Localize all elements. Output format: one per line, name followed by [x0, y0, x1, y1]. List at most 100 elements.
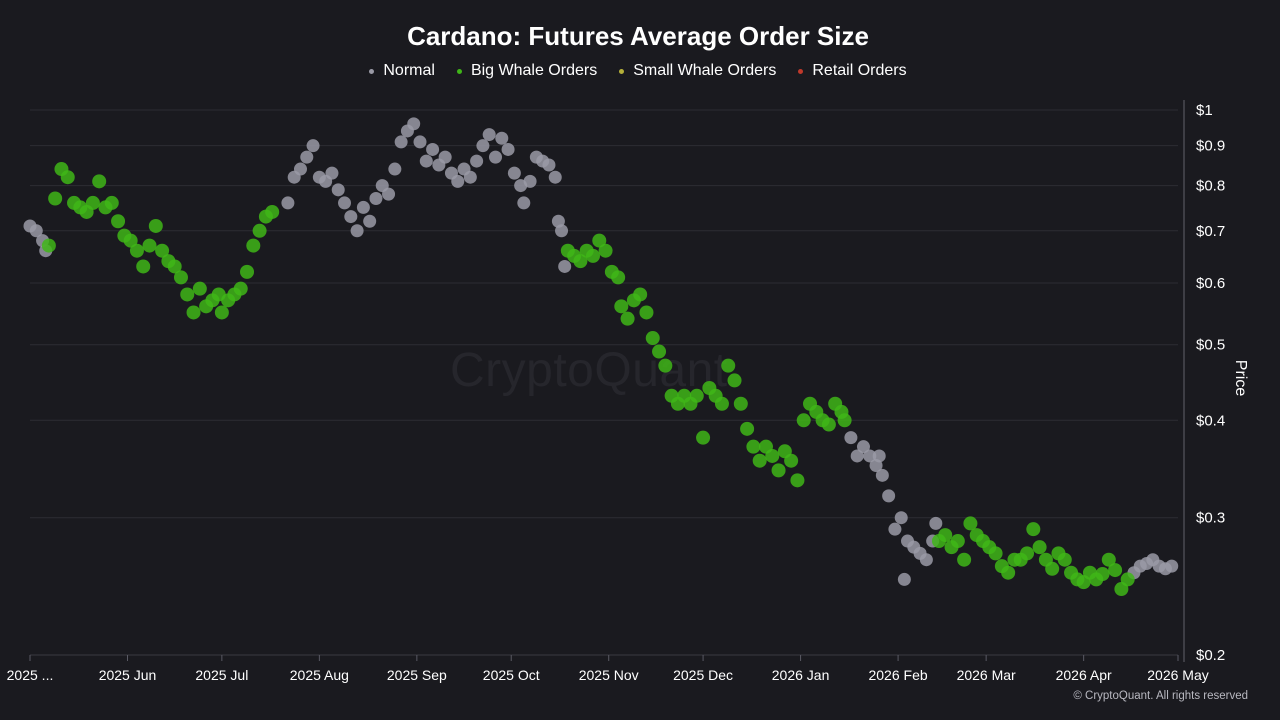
data-point-normal	[548, 170, 562, 184]
x-tick-label: 2025 Aug	[290, 667, 349, 683]
data-point-big-whale-orders	[752, 453, 767, 468]
data-point-normal	[413, 135, 427, 149]
data-point-big-whale-orders	[1095, 567, 1110, 582]
data-point-normal	[882, 489, 896, 503]
data-point-big-whale-orders	[214, 305, 229, 320]
data-point-big-whale-orders	[614, 299, 629, 314]
x-tick-label: 2026 Jan	[772, 667, 830, 683]
data-point-big-whale-orders	[1101, 552, 1116, 567]
data-point-normal	[476, 139, 490, 153]
data-point-big-whale-orders	[148, 218, 163, 233]
data-point-normal	[344, 210, 358, 224]
data-point-normal	[888, 522, 902, 536]
data-point-big-whale-orders	[746, 439, 761, 454]
y-tick-label: $0.3	[1196, 510, 1225, 527]
data-point-big-whale-orders	[142, 238, 157, 253]
legend-dot-small-whale	[619, 68, 625, 74]
data-point-normal	[369, 192, 383, 206]
x-tick-label: 2026 Mar	[957, 667, 1016, 683]
data-point-normal	[501, 142, 515, 156]
data-point-normal	[523, 174, 537, 188]
x-tick-label: 2025 Nov	[579, 667, 639, 683]
legend-item-normal[interactable]: Normal	[369, 62, 435, 80]
legend-item-small-whale[interactable]: Small Whale Orders	[619, 62, 776, 80]
legend-item-big-whale[interactable]: Big Whale Orders	[456, 62, 598, 80]
y-axis-title: Price	[1232, 360, 1249, 397]
data-point-big-whale-orders	[104, 195, 119, 210]
data-point-big-whale-orders	[1057, 552, 1072, 567]
data-point-big-whale-orders	[60, 170, 75, 185]
data-point-normal	[325, 166, 339, 180]
data-point-big-whale-orders	[240, 264, 255, 279]
data-point-big-whale-orders	[155, 243, 170, 258]
data-point-normal	[388, 162, 402, 176]
data-point-normal	[507, 166, 521, 180]
x-tick-label: 2025 Sep	[387, 667, 447, 683]
data-point-big-whale-orders	[186, 305, 201, 320]
data-point-big-whale-orders	[585, 248, 600, 263]
data-point-big-whale-orders	[821, 417, 836, 432]
x-tick-label: 2025 Jul	[195, 667, 248, 683]
data-point-normal	[419, 154, 433, 168]
data-point-big-whale-orders	[180, 287, 195, 302]
legend-label-normal: Normal	[383, 62, 435, 79]
data-point-big-whale-orders	[1001, 565, 1016, 580]
x-tick-label: 2025 ...	[7, 667, 54, 683]
data-point-big-whale-orders	[645, 331, 660, 346]
data-point-normal	[488, 150, 502, 164]
x-tick-label: 2026 Apr	[1056, 667, 1112, 683]
data-point-big-whale-orders	[598, 243, 613, 258]
data-point-big-whale-orders	[48, 191, 63, 206]
data-point-big-whale-orders	[652, 344, 667, 359]
watermark: CryptoQuant	[450, 344, 728, 397]
data-point-normal	[517, 196, 531, 210]
y-tick-label: $0.8	[1196, 178, 1225, 195]
data-point-big-whale-orders	[950, 534, 965, 549]
data-point-normal	[1165, 559, 1179, 573]
legend-dot-big-whale	[456, 68, 462, 74]
data-point-normal	[300, 150, 314, 164]
legend-label-small-whale: Small Whale Orders	[633, 62, 777, 79]
data-point-normal	[293, 162, 307, 176]
data-point-normal	[394, 135, 408, 149]
data-point-big-whale-orders	[252, 223, 267, 238]
data-point-big-whale-orders	[136, 259, 151, 274]
data-point-normal	[363, 214, 377, 228]
data-point-normal	[426, 142, 440, 156]
data-point-normal	[451, 174, 465, 188]
legend-dot-normal	[369, 68, 375, 74]
data-point-normal	[438, 150, 452, 164]
data-point-big-whale-orders	[733, 396, 748, 411]
y-tick-label: $0.5	[1196, 337, 1225, 354]
data-point-normal	[856, 440, 870, 454]
data-point-big-whale-orders	[658, 358, 673, 373]
legend-item-retail[interactable]: Retail Orders	[798, 62, 907, 80]
data-point-big-whale-orders	[620, 311, 635, 326]
data-point-normal	[555, 224, 569, 238]
data-point-big-whale-orders	[740, 421, 755, 436]
data-point-normal	[338, 196, 352, 210]
data-point-big-whale-orders	[639, 305, 654, 320]
data-point-big-whale-orders	[41, 238, 56, 253]
data-point-big-whale-orders	[129, 243, 144, 258]
data-point-normal	[542, 158, 556, 172]
legend-dot-retail	[798, 68, 804, 74]
data-point-normal	[850, 449, 864, 463]
data-point-big-whale-orders	[592, 233, 607, 248]
data-point-big-whale-orders	[233, 281, 248, 296]
data-point-normal	[872, 449, 886, 463]
data-point-big-whale-orders	[938, 528, 953, 543]
data-point-big-whale-orders	[1020, 546, 1035, 561]
data-point-big-whale-orders	[771, 463, 786, 478]
data-point-big-whale-orders	[1045, 561, 1060, 576]
data-point-big-whale-orders	[689, 388, 704, 403]
data-point-big-whale-orders	[111, 214, 126, 229]
data-point-big-whale-orders	[192, 281, 207, 296]
chart-legend: Normal Big Whale Orders Small Whale Orde…	[0, 62, 1276, 80]
data-point-normal	[463, 170, 477, 184]
x-tick-label: 2025 Oct	[483, 667, 540, 683]
data-point-big-whale-orders	[988, 546, 1003, 561]
data-point-big-whale-orders	[727, 373, 742, 388]
legend-label-big-whale: Big Whale Orders	[470, 62, 598, 79]
